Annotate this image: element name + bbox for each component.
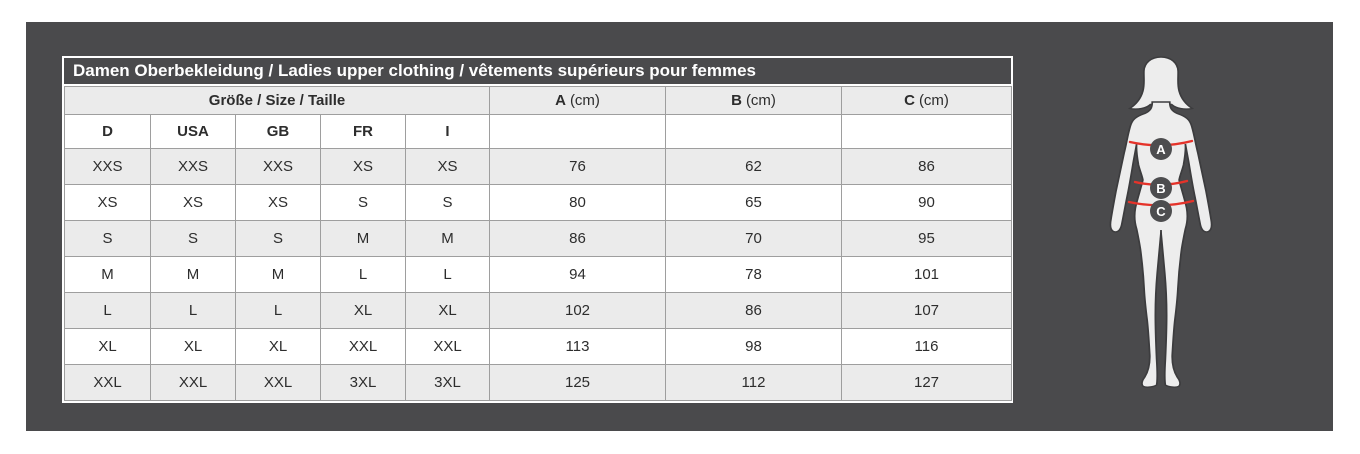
measure-header-b: B (cm) [665, 86, 843, 115]
size-cell: XXS [150, 148, 236, 185]
size-cell: 3XL [404, 364, 491, 401]
measure-header-a: A (cm) [489, 86, 667, 115]
size-cell: XS [320, 148, 406, 185]
size-cell: XS [404, 148, 491, 185]
size-cell: S [320, 184, 406, 221]
measure-cell: 70 [665, 220, 843, 257]
measure-cell: 102 [489, 292, 667, 329]
size-cell: XXS [64, 148, 151, 185]
measure-letter: C [904, 92, 915, 109]
size-cell: L [320, 256, 406, 293]
measure-unit: (cm) [918, 92, 949, 109]
size-cell: L [404, 256, 491, 293]
table-row: XS XS XS S S 80 65 90 [64, 184, 1013, 221]
size-system-usa: USA [150, 114, 236, 149]
size-system-fr: FR [320, 114, 406, 149]
measure-cell: 116 [841, 328, 1013, 365]
measure-cell: 127 [841, 364, 1013, 401]
measure-cell: 112 [665, 364, 843, 401]
size-cell: XL [235, 328, 321, 365]
size-system-gb: GB [235, 114, 321, 149]
measure-cell: 125 [489, 364, 667, 401]
measure-cell: 86 [841, 148, 1013, 185]
badge-label-b: B [1156, 181, 1165, 196]
size-cell: M [150, 256, 236, 293]
silhouette-head [1127, 56, 1195, 110]
size-cell: XL [150, 328, 236, 365]
size-cell: S [404, 184, 491, 221]
size-system-i: I [404, 114, 491, 149]
measure-unit: (cm) [745, 92, 776, 109]
measure-cell: 101 [841, 256, 1013, 293]
size-cell: XXL [64, 364, 151, 401]
size-cell: L [150, 292, 236, 329]
size-cell: XS [150, 184, 236, 221]
size-cell: XXL [235, 364, 321, 401]
size-group-header: Größe / Size / Taille [63, 86, 491, 115]
measure-letter: B [731, 92, 742, 109]
measure-cell: 78 [665, 256, 843, 293]
size-cell: XL [404, 292, 491, 329]
measure-unit: (cm) [569, 92, 600, 109]
size-cell: XXL [404, 328, 491, 365]
measure-cell: 65 [665, 184, 843, 221]
size-cell: L [64, 292, 151, 329]
empty-cell [841, 114, 1013, 149]
measure-cell: 113 [489, 328, 667, 365]
measure-cell: 62 [665, 148, 843, 185]
size-cell: 3XL [320, 364, 406, 401]
measure-cell: 94 [489, 256, 667, 293]
column-header-row: Größe / Size / Taille A (cm) B (cm) C (cm) [63, 86, 1013, 115]
size-cell: XS [64, 184, 151, 221]
size-cell: M [64, 256, 151, 293]
dark-panel: Damen Oberbekleidung / Ladies upper clot… [26, 22, 1333, 431]
measure-cell: 80 [489, 184, 667, 221]
size-cell: M [235, 256, 321, 293]
empty-cell [489, 114, 667, 149]
badge-label-c: C [1156, 204, 1166, 219]
table-row: XXS XXS XXS XS XS 76 62 86 [64, 148, 1013, 185]
table-row: L L L XL XL 102 86 107 [64, 292, 1013, 329]
size-cell: S [64, 220, 151, 257]
table-row: M M M L L 94 78 101 [64, 256, 1013, 293]
size-grid: Größe / Size / Taille A (cm) B (cm) C (cm) … [63, 86, 1013, 401]
badge-label-a: A [1156, 142, 1166, 157]
size-cell: XXL [150, 364, 236, 401]
empty-cell [665, 114, 843, 149]
measure-badge-b: B [1150, 177, 1172, 199]
table-row: XXL XXL XXL 3XL 3XL 125 112 127 [64, 364, 1013, 401]
size-cell: XS [235, 184, 321, 221]
table-title: Damen Oberbekleidung / Ladies upper clot… [64, 58, 1011, 86]
measure-cell: 107 [841, 292, 1013, 329]
size-cell: XXL [320, 328, 406, 365]
measure-header-c: C (cm) [841, 86, 1013, 115]
measure-cell: 95 [841, 220, 1013, 257]
table-row: S S S M M 86 70 95 [64, 220, 1013, 257]
size-cell: XL [64, 328, 151, 365]
size-cell: M [320, 220, 406, 257]
female-silhouette-figure: A B C [1109, 56, 1213, 388]
measure-badge-a: A [1150, 138, 1172, 160]
size-table: Damen Oberbekleidung / Ladies upper clot… [62, 56, 1013, 403]
size-system-row: D USA GB FR I [64, 114, 1013, 149]
size-cell: XXS [235, 148, 321, 185]
size-cell: S [150, 220, 236, 257]
size-cell: S [235, 220, 321, 257]
measure-cell: 98 [665, 328, 843, 365]
size-cell: M [404, 220, 491, 257]
measure-cell: 76 [489, 148, 667, 185]
table-row: XL XL XL XXL XXL 113 98 116 [64, 328, 1013, 365]
size-cell: L [235, 292, 321, 329]
size-cell: XL [320, 292, 406, 329]
measure-cell: 90 [841, 184, 1013, 221]
measure-letter: A [555, 92, 566, 109]
size-system-d: D [64, 114, 151, 149]
measure-badge-c: C [1150, 200, 1172, 222]
measure-cell: 86 [489, 220, 667, 257]
measure-cell: 86 [665, 292, 843, 329]
